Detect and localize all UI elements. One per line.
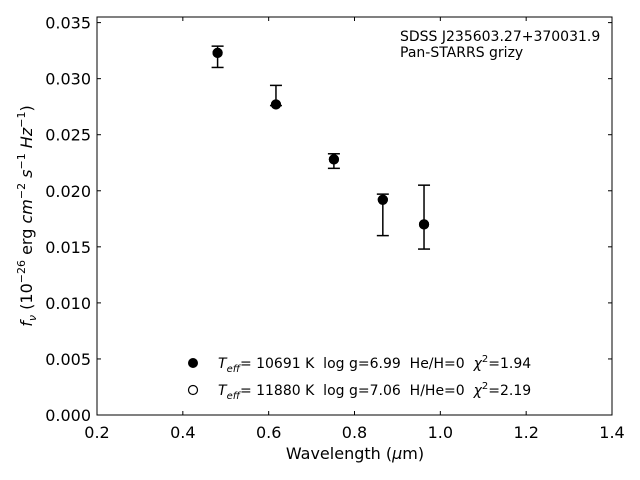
y-tick-label: 0.025 <box>45 126 91 145</box>
x-tick-label: 0.2 <box>84 423 109 442</box>
x-tick-labels: 0.2 0.4 0.6 0.8 1.0 1.2 1.4 <box>84 423 624 442</box>
data-points <box>212 47 430 230</box>
model-point-open <box>212 47 223 58</box>
legend-entry-2: Teff= 11880 K log g=7.06 H/He=0 χ2=2.19 <box>218 381 531 402</box>
error-bars <box>211 45 431 250</box>
object-name-annotation: SDSS J235603.27+370031.9 <box>400 29 600 45</box>
model-point-open <box>418 219 430 230</box>
model-point-open <box>328 154 339 165</box>
y-axis-label: fν (10−26 erg cm−2 s−1 Hz−1) <box>15 105 39 326</box>
y-tick-label: 0.030 <box>45 70 91 89</box>
legend-marker-open <box>187 384 199 396</box>
x-tick-label: 1.0 <box>428 423 453 442</box>
x-tick-label: 0.4 <box>170 423 195 442</box>
y-tick-label: 0.005 <box>45 350 91 369</box>
y-tick-label: 0.035 <box>45 14 91 33</box>
x-tick-label: 1.4 <box>599 423 624 442</box>
y-tick-label: 0.015 <box>45 238 91 257</box>
legend-entry-1: Teff= 10691 K log g=6.99 He/H=0 χ2=1.94 <box>218 354 531 375</box>
y-tick-label: 0.010 <box>45 294 91 313</box>
model-point-open <box>377 194 388 205</box>
photometry-annotation: Pan-STARRS grizy <box>400 45 523 61</box>
model-point-open <box>270 99 282 110</box>
x-tick-label: 1.2 <box>513 423 538 442</box>
y-tick-labels: 0.000 0.005 0.010 0.015 0.020 0.025 0.030 0.035 <box>45 14 91 425</box>
axis-ticks <box>96 17 613 416</box>
legend-marker-filled <box>188 358 198 368</box>
x-tick-label: 0.8 <box>342 423 367 442</box>
legend: Teff= 10691 K log g=6.99 He/H=0 χ2=1.94 … <box>187 354 531 402</box>
x-tick-label: 0.6 <box>256 423 281 442</box>
y-tick-label: 0.000 <box>45 406 91 425</box>
x-axis-label: Wavelength (μm) <box>286 444 424 463</box>
y-tick-label: 0.020 <box>45 182 91 201</box>
